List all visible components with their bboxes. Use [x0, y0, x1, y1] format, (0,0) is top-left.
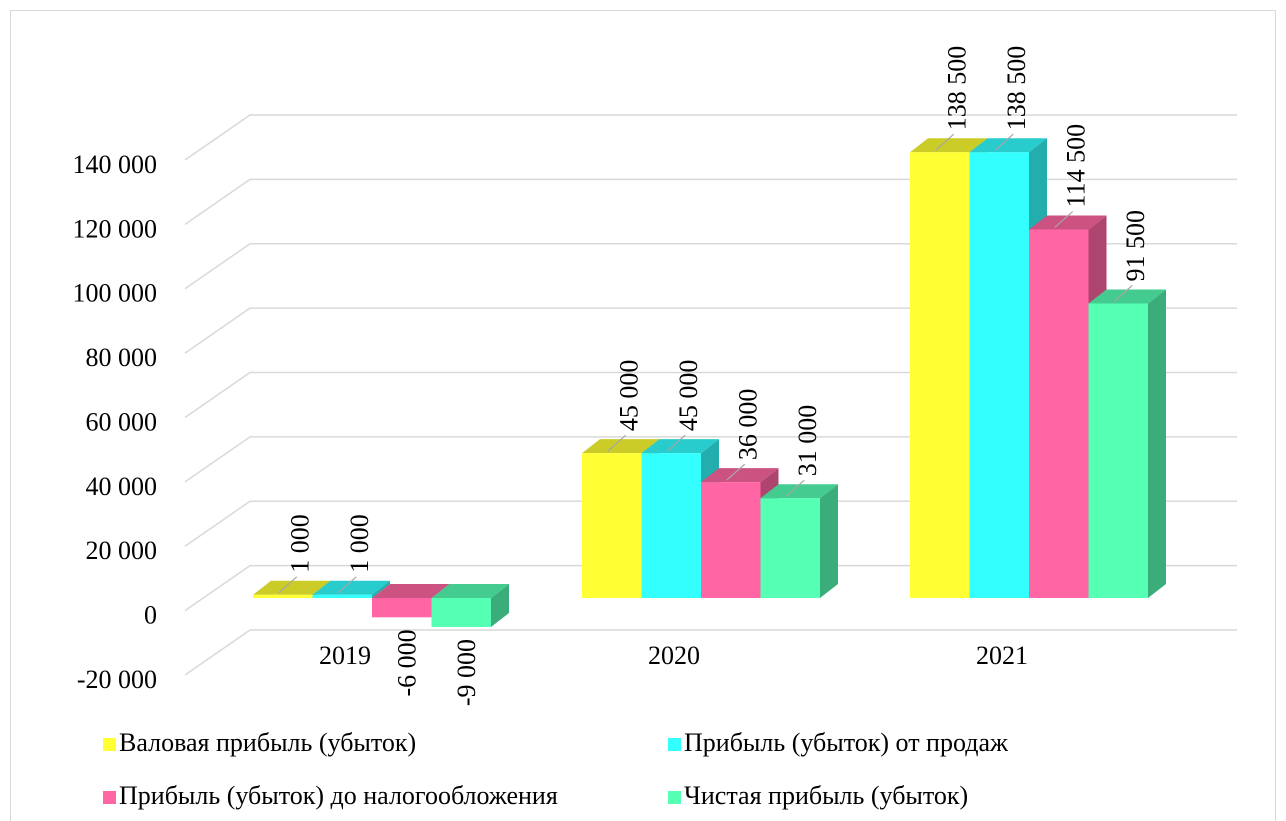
x-tick-label: 2020: [648, 641, 700, 670]
value-label: 114 500: [1062, 124, 1091, 208]
bar-side: [372, 580, 390, 598]
value-label: 36 000: [734, 389, 763, 461]
grid-line-side: [184, 114, 251, 161]
value-label: 1 000: [345, 514, 374, 573]
leader-line: [726, 463, 746, 481]
value-label: -6 000: [393, 629, 422, 696]
bar: [431, 598, 491, 627]
value-label: 1 000: [286, 514, 315, 573]
bar: [1029, 229, 1089, 598]
grid-line-side: [184, 436, 251, 483]
bar-top: [253, 580, 331, 595]
bar-side: [820, 484, 838, 598]
bar-top: [760, 484, 838, 499]
bar: [582, 453, 642, 598]
legend-swatch: [103, 791, 116, 804]
leader-line: [994, 133, 1014, 151]
bar-top: [701, 468, 779, 483]
bar: [641, 453, 701, 598]
bar-top: [312, 580, 390, 595]
leader-line: [935, 133, 955, 151]
x-tick-label: 2021: [976, 641, 1028, 670]
leader-line: [666, 434, 686, 452]
bar-top: [969, 138, 1047, 153]
bar-top: [910, 138, 988, 153]
bar: [1088, 303, 1148, 598]
legend-swatch: [103, 738, 116, 751]
y-tick-label: 60 000: [86, 407, 158, 436]
grid-line-side: [184, 629, 251, 676]
value-label: 45 000: [615, 360, 644, 432]
leader-line: [785, 479, 805, 497]
bar: [969, 152, 1029, 598]
leader-line: [1113, 285, 1133, 302]
x-tick-label: 2019: [319, 641, 371, 670]
legend-label: Прибыль (убыток) от продаж: [684, 728, 1009, 757]
legend-swatch: [668, 791, 681, 804]
value-label: 31 000: [793, 405, 822, 477]
bar: [253, 594, 313, 598]
y-tick-label: -20 000: [77, 665, 157, 694]
bar: [910, 152, 970, 598]
bar: [372, 598, 432, 618]
legend-label: Прибыль (убыток) до налогообложения: [119, 781, 558, 810]
bar: [760, 498, 820, 598]
leader-line: [607, 434, 627, 452]
bar-top: [372, 584, 450, 598]
grid-line-side: [184, 178, 251, 225]
grid-line-side: [184, 371, 251, 419]
y-tick-label: 40 000: [86, 472, 158, 501]
leader-line: [278, 576, 298, 594]
legend-label: Чистая прибыль (убыток): [684, 781, 968, 810]
bar-side: [1148, 289, 1166, 598]
y-tick-label: 120 000: [73, 214, 158, 243]
grid-line-side: [184, 565, 251, 612]
leader-line: [1054, 211, 1074, 228]
bar-top: [1029, 215, 1107, 230]
value-label: -9 000: [452, 639, 481, 706]
bar-top: [1088, 289, 1166, 304]
value-label: 91 500: [1121, 210, 1150, 282]
grid-line-side: [184, 307, 251, 354]
grid-line-side: [184, 500, 251, 547]
bar-top: [431, 584, 509, 598]
bar-top: [641, 439, 719, 454]
bar: [312, 594, 372, 598]
y-tick-label: 140 000: [73, 150, 158, 179]
legend-swatch: [668, 738, 681, 751]
leader-line: [337, 576, 357, 594]
legend-label: Валовая прибыль (убыток): [119, 728, 416, 757]
bar-top: [582, 439, 660, 454]
y-tick-label: 80 000: [86, 343, 158, 372]
y-tick-label: 20 000: [86, 536, 158, 565]
grid-line-side: [184, 243, 251, 290]
value-label: 138 500: [943, 46, 972, 131]
bar-side: [491, 584, 509, 627]
bar: [701, 482, 761, 598]
value-label: 45 000: [674, 360, 703, 432]
y-tick-label: 0: [144, 601, 157, 630]
value-label: 138 500: [1002, 46, 1031, 131]
y-tick-label: 100 000: [73, 279, 158, 308]
